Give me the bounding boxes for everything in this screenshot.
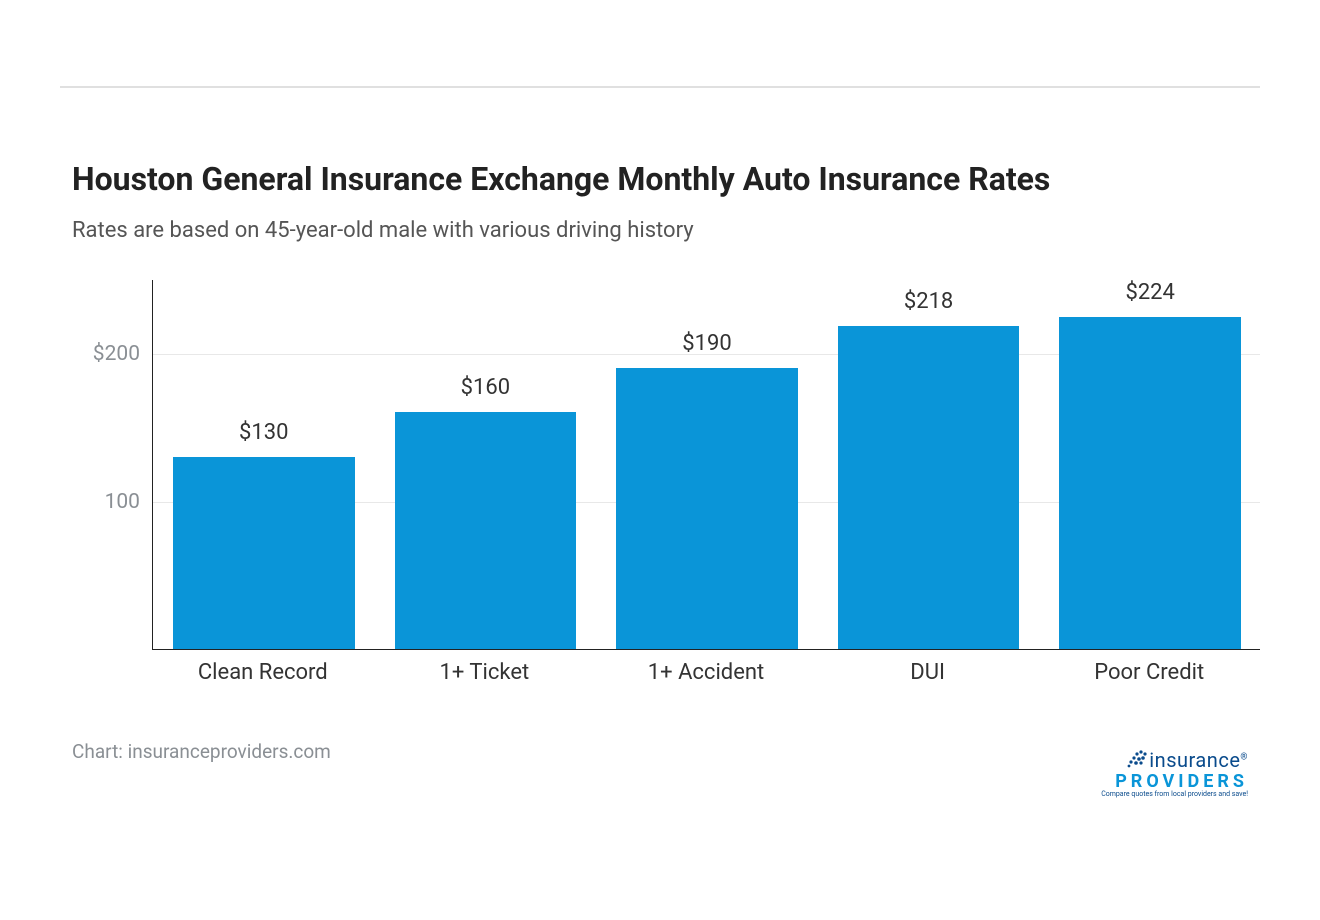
bar: $218 xyxy=(838,326,1020,649)
y-axis-tick-label: 100 xyxy=(80,490,140,514)
brand-logo: insurance® PROVIDERS Compare quotes from… xyxy=(1101,748,1248,798)
bar-value-label: $130 xyxy=(173,420,355,445)
x-axis-tick-label: Poor Credit xyxy=(1094,660,1204,685)
bar: $160 xyxy=(395,412,577,649)
x-axis-tick-label: Clean Record xyxy=(198,660,328,685)
bar: $130 xyxy=(173,457,355,649)
x-axis-tick-label: 1+ Ticket xyxy=(440,660,530,685)
bar: $190 xyxy=(616,368,798,649)
chart-title: Houston General Insurance Exchange Month… xyxy=(72,160,1050,198)
y-axis-tick-label: $200 xyxy=(80,342,140,366)
chart-credit: Chart: insuranceproviders.com xyxy=(72,740,331,763)
bar-value-label: $224 xyxy=(1059,280,1241,305)
bar-value-label: $160 xyxy=(395,375,577,400)
bar-value-label: $218 xyxy=(838,289,1020,314)
logo-tagline: Compare quotes from local providers and … xyxy=(1101,790,1248,798)
chart-subtitle: Rates are based on 45-year-old male with… xyxy=(72,218,694,243)
x-axis-tick-label: DUI xyxy=(910,660,945,685)
bar-chart: $130$160$190$218$224 100$200 Clean Recor… xyxy=(72,280,1260,700)
plot-area: $130$160$190$218$224 xyxy=(152,280,1260,650)
divider-rule xyxy=(60,86,1260,88)
logo-text-bottom: PROVIDERS xyxy=(1101,771,1248,792)
x-axis-tick-label: 1+ Accident xyxy=(648,660,764,685)
bar: $224 xyxy=(1059,317,1241,649)
bar-value-label: $190 xyxy=(616,331,798,356)
logo-text-top: insurance xyxy=(1149,748,1240,772)
